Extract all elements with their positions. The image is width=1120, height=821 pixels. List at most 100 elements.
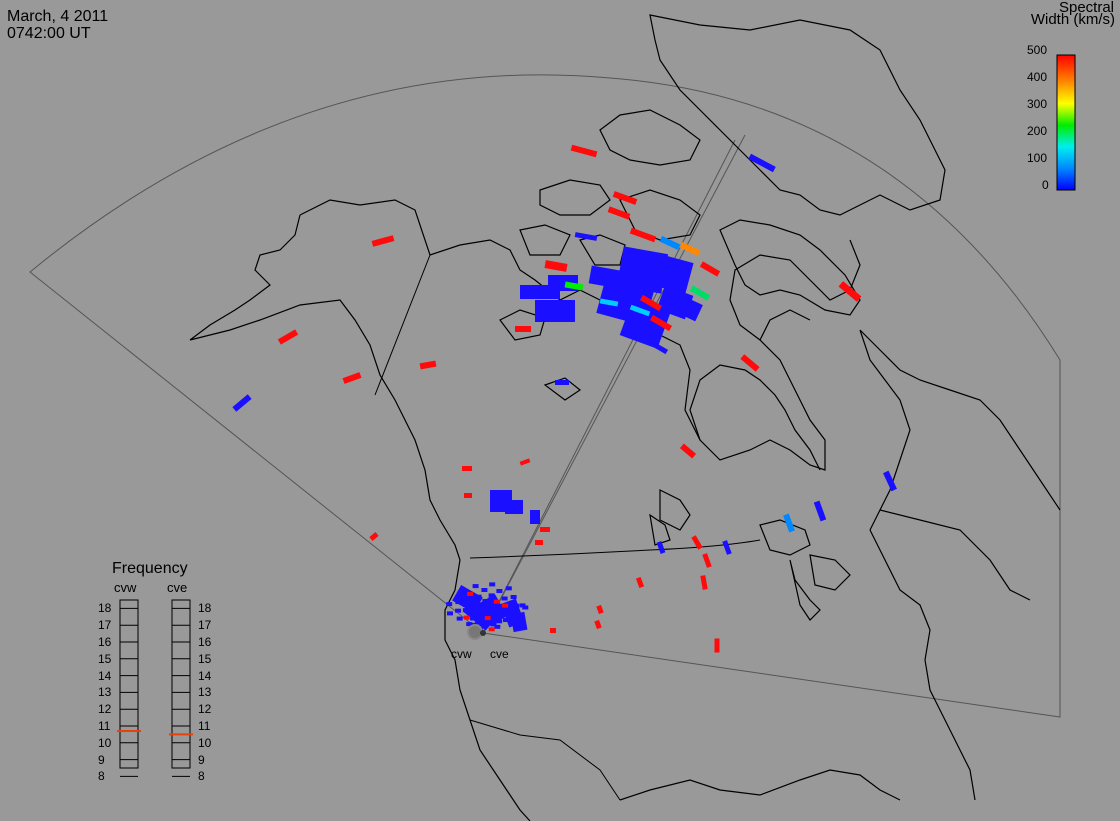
frequency-tick-left: 11 [98,719,111,733]
frequency-tick-left: 8 [98,769,105,784]
scatter-cell [490,622,497,627]
frequency-gauges [117,599,193,777]
scatter-cell [544,260,568,272]
scatter-cell [656,541,666,554]
scatter-cell [883,470,897,492]
scatter-cell [649,314,673,332]
scatter-cells [232,144,897,653]
scatter-block [619,299,671,349]
frequency-title: Frequency [112,560,188,577]
scatter-cell [505,586,512,591]
great-lakes [649,489,851,621]
colorbar-title: Spectral [1058,0,1114,16]
scatter-block [535,300,575,322]
colorbar-tick-500: 500 [1027,43,1048,57]
scatter-cell [503,611,510,616]
alaska-coast [189,199,461,561]
scatter-cell [487,604,494,609]
frequency-tick-left: 12 [98,702,112,717]
labrador-coast [859,329,1061,531]
scatter-cell [496,619,503,624]
frequency-tick-left: 9 [98,752,105,767]
scatter-cell [419,360,437,370]
colorbar-tick-100: 100 [1027,151,1048,165]
scatter-block [677,296,703,322]
radar-cvw-marker [467,624,483,640]
scatter-cell [467,591,474,596]
scatter-block [505,500,523,514]
scatter-cell [574,232,598,241]
scatter-cell [490,616,497,621]
alaska-canada-border [374,254,431,396]
scatter-cell [570,144,598,158]
scatter-cell [475,618,482,623]
scatter-cell [472,584,479,589]
scatter-cell [612,191,638,205]
scatter-cell [455,600,462,605]
scatter-cell [510,595,517,599]
scatter-cell [470,616,477,621]
scatter-cell [471,602,478,606]
frequency-label-cve: cve [167,580,188,595]
scatter-cell [659,236,681,250]
scatter-cell [342,372,362,384]
frequency-tick-right: 10 [198,735,212,750]
scatter-cell [700,575,708,590]
scatter-cell [503,618,509,622]
coastlines [189,14,1061,821]
scatter-cell [649,340,669,355]
scatter-cell [482,599,489,603]
frequency-tick-right: 13 [198,685,212,700]
beam-line-2 [482,134,746,634]
frequency-tick-left: 16 [98,635,112,649]
colorbar-tick-0: 0 [1042,178,1049,192]
colorbar [1056,54,1076,191]
scatter-cell [639,294,663,312]
scatter-cell [679,242,701,256]
scatter-cell [550,628,556,633]
scatter-cell [475,612,482,617]
frequency-tick-right: 12 [198,702,212,717]
frequency-tick-right: 18 [198,601,212,616]
frequency-tick-left: 15 [98,651,112,666]
frequency-tick-left: 10 [98,735,112,750]
scatter-cell [679,443,697,459]
scatter-cell [469,609,476,614]
scatter-cell [463,615,470,620]
scatter-cell [629,227,657,243]
scatter-cell [462,608,469,613]
scatter-cell [478,605,485,610]
scatter-cell [513,603,520,608]
plot-date: March, 4 2011 [7,8,109,25]
scatter-cell [519,603,526,608]
beam-line-1 [482,139,736,634]
scatter-cell [629,304,651,317]
scatter-cell [496,613,503,618]
scatter-cell [699,261,721,277]
scatter-cell [522,605,529,610]
scatter-cell [456,616,463,621]
frequency-tick-right: 8 [198,769,205,784]
scatter-cell [481,611,488,616]
scatter-cell [488,593,495,598]
scatter-cell [489,610,495,615]
frequency-tick-right: 14 [198,668,212,683]
gauge-cve [171,599,191,769]
scatter-cell [607,206,631,220]
scatter-cell [464,600,470,605]
scatter-cell [277,329,299,345]
scatter-cell [813,500,827,522]
radar-label-cvw: cvw [451,647,472,661]
scatter-cell [594,619,602,630]
scatter-cell [596,604,604,615]
us-canada-border [469,539,761,559]
east-coast [869,509,1031,801]
scatter-cell [783,513,795,533]
frequency-tick-left: 14 [98,668,112,683]
arctic-islands [499,109,701,401]
frequency-tick-left: 17 [98,618,112,633]
us-mexico-border [469,719,621,801]
radar-label-cve: cve [490,647,509,661]
